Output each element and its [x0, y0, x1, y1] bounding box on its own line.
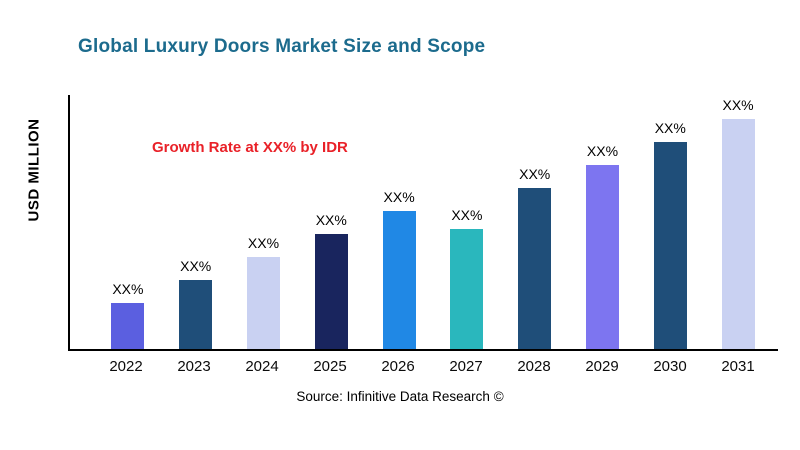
growth-rate-annotation: Growth Rate at XX% by IDR	[152, 139, 348, 156]
x-tick-2031: 2031	[721, 358, 755, 375]
bar-column-2028: XX%	[501, 166, 569, 349]
bar-2022	[111, 303, 145, 349]
bar-2026	[382, 211, 416, 349]
bar-value-label: XX%	[722, 97, 754, 113]
x-tick-2028: 2028	[517, 358, 551, 375]
bar-2024	[246, 257, 280, 349]
bar-2030	[653, 142, 687, 349]
bar-column-2031: XX%	[704, 97, 772, 349]
bar-2028	[518, 188, 552, 349]
x-tick-2027: 2027	[449, 358, 483, 375]
x-axis-ticks: 2022 2023 2024 2025 2026 2027 2028 2029 2030 2031	[68, 358, 778, 375]
bar-value-label: XX%	[247, 235, 280, 251]
x-tick-2029: 2029	[585, 358, 619, 375]
bar-value-label: XX%	[383, 189, 415, 205]
bar-column-2023: XX%	[162, 258, 230, 349]
bar-column-2024: XX%	[230, 235, 298, 349]
bar-2027	[450, 229, 484, 349]
bar-2023	[179, 280, 213, 349]
bar-2031	[721, 119, 755, 349]
bar-value-label: XX%	[654, 120, 686, 136]
x-tick-2025: 2025	[313, 358, 347, 375]
bar-2025	[314, 234, 348, 349]
plot-area: Growth Rate at XX% by IDR XX% XX% XX% XX% XX…	[68, 95, 778, 351]
bar-value-label: XX%	[315, 212, 347, 228]
bar-column-2030: XX%	[636, 120, 704, 349]
bar-column-2029: XX%	[569, 143, 637, 349]
bar-column-2027: XX%	[433, 207, 501, 349]
x-tick-2022: 2022	[109, 358, 143, 375]
bar-value-label: XX%	[112, 281, 144, 297]
source-note: Source: Infinitive Data Research ©	[296, 389, 504, 404]
bar-column-2025: XX%	[297, 212, 365, 349]
bar-value-label: XX%	[451, 207, 483, 223]
x-tick-2026: 2026	[381, 358, 415, 375]
bar-2029	[585, 165, 619, 349]
bar-value-label: XX%	[586, 143, 619, 159]
x-tick-2024: 2024	[245, 358, 279, 375]
bar-column-2026: XX%	[365, 189, 433, 349]
bar-value-label: XX%	[180, 258, 212, 274]
bars: XX% XX% XX% XX% XX% XX% XX% XX% XX% XX%	[70, 95, 778, 349]
bar-column-2022: XX%	[94, 281, 162, 349]
x-tick-2023: 2023	[177, 358, 211, 375]
y-axis-label: USD MILLION	[25, 118, 43, 222]
bar-value-label: XX%	[519, 166, 551, 182]
x-tick-2030: 2030	[653, 358, 687, 375]
chart-title: Global Luxury Doors Market Size and Scop…	[78, 36, 486, 57]
